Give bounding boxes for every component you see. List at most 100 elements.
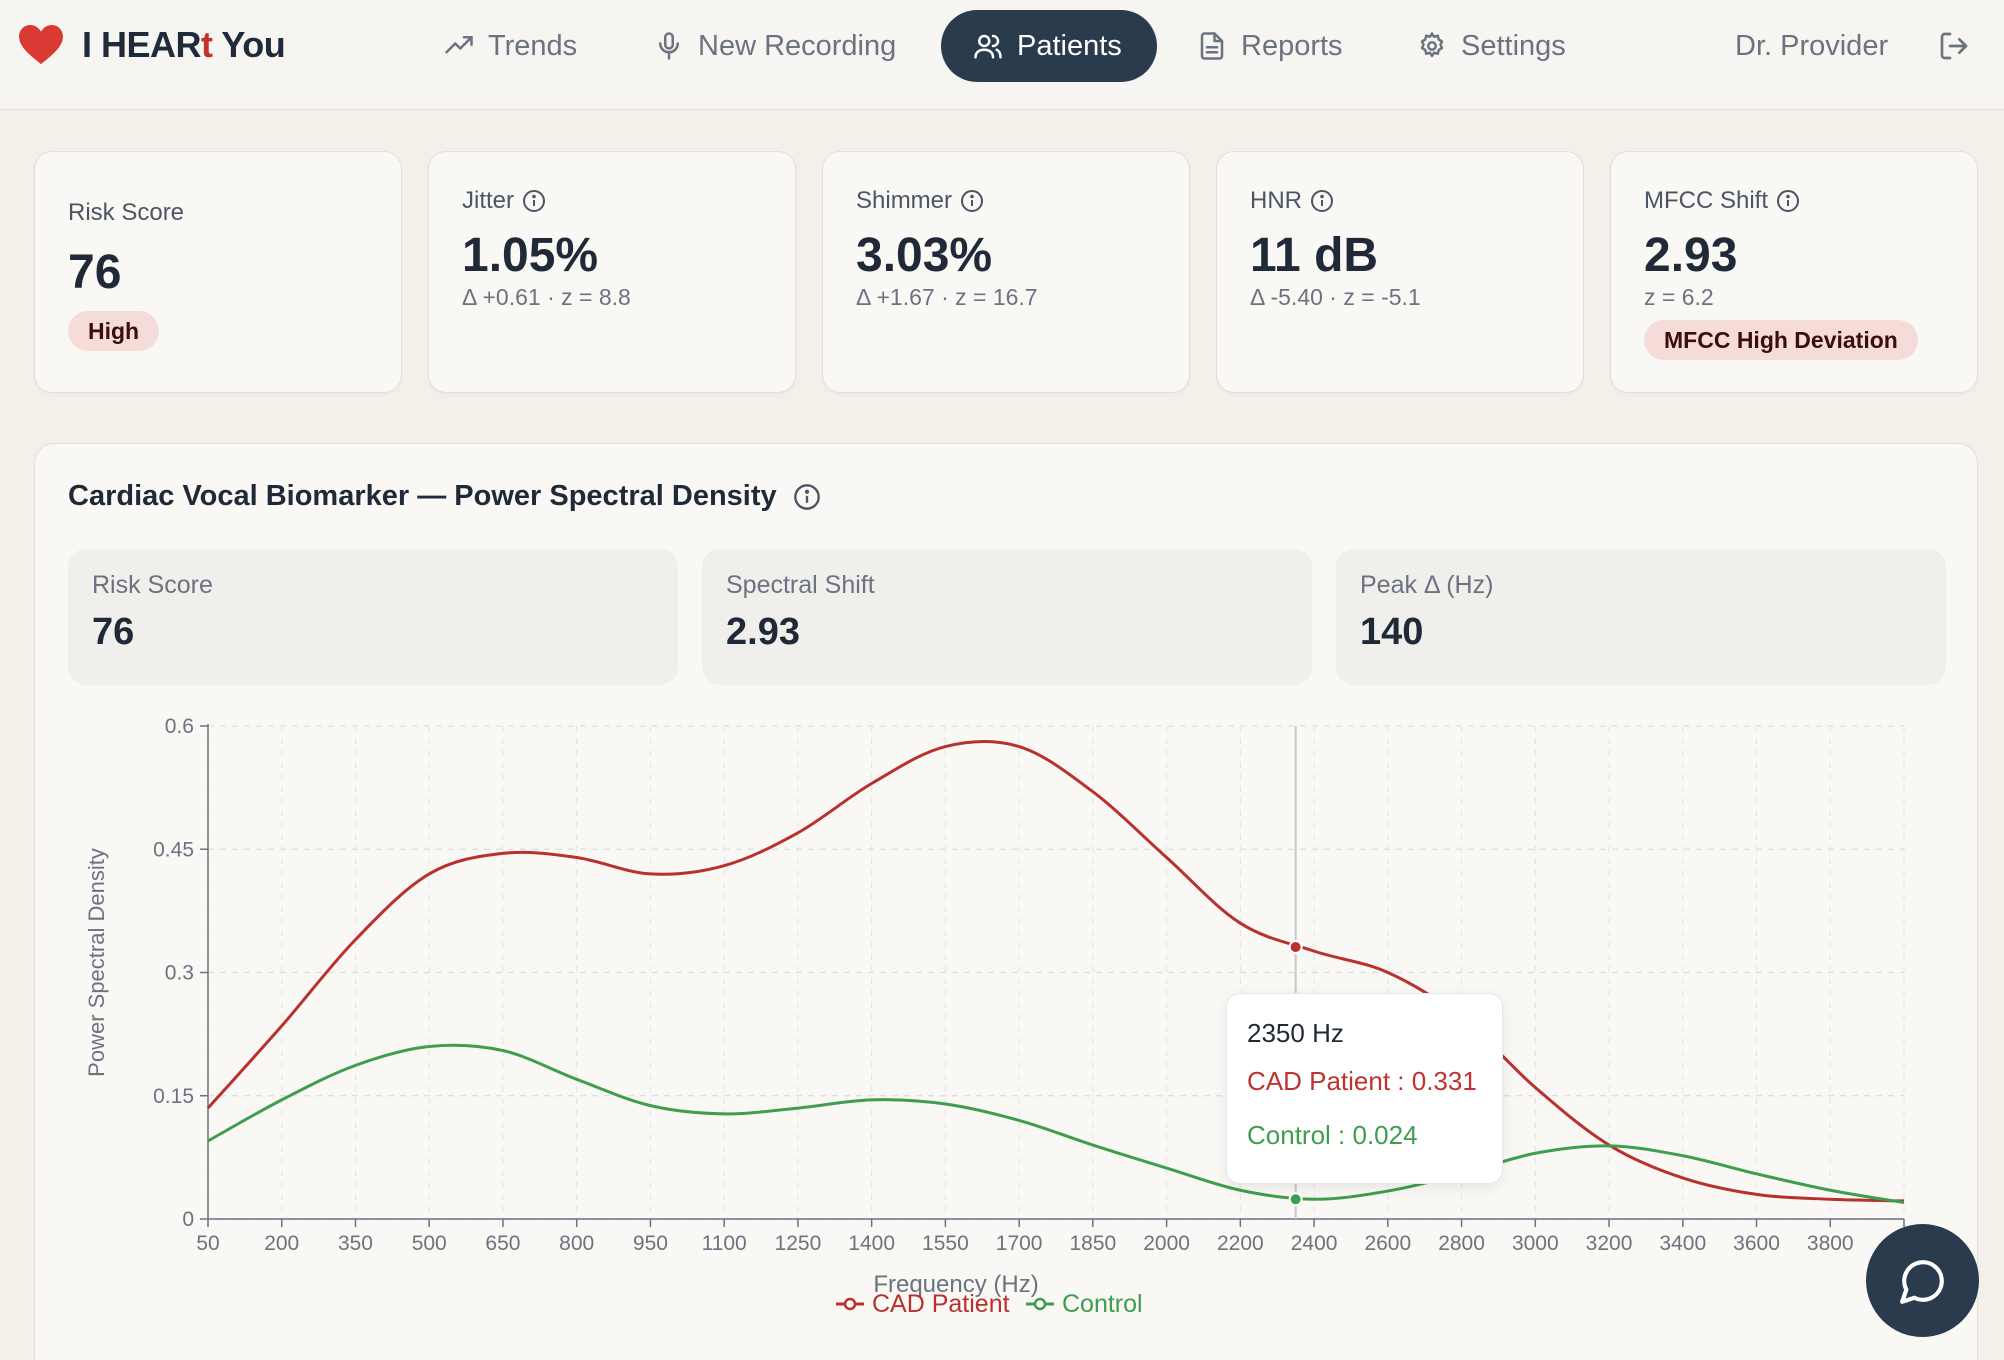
nav-new-recording-label: New Recording: [698, 29, 897, 62]
brand-name: I HEARt You: [82, 24, 286, 65]
x-tick-label: 2800: [1438, 1232, 1485, 1255]
x-tick-label: 3600: [1733, 1232, 1780, 1255]
control-line: [207, 1043, 1905, 1205]
panel-title-text: Cardiac Vocal Biomarker — Power Spectral…: [68, 480, 777, 512]
x-tick-label: 1250: [775, 1232, 822, 1255]
mfcc-z-score: z = 6.2: [1644, 284, 1714, 310]
x-tick-label: 2200: [1217, 1232, 1264, 1255]
legend-swatch-marker: [1033, 1297, 1047, 1311]
x-tick-label: 350: [338, 1232, 373, 1255]
hnr-card: HNR 11 dB Δ -5.40 · z = -5.1: [1216, 151, 1584, 393]
jitter-value: 1.05%: [462, 229, 599, 282]
nav-settings[interactable]: Settings: [1417, 10, 1566, 82]
x-tick-label: 3800: [1807, 1232, 1854, 1255]
stat-value: 2.93: [726, 611, 800, 653]
x-tick-label: 3000: [1512, 1232, 1559, 1255]
stat-label: Spectral Shift: [726, 571, 875, 599]
risk-level-badge: High: [68, 311, 160, 351]
x-tick-label: 3200: [1586, 1232, 1633, 1255]
x-tick-label: 500: [412, 1232, 447, 1255]
nav-trends[interactable]: Trends: [444, 10, 577, 82]
x-tick-label: 2000: [1143, 1232, 1190, 1255]
psd-chart-panel: Cardiac Vocal Biomarker — Power Spectral…: [34, 443, 1978, 1360]
x-tick-label: 2600: [1364, 1232, 1411, 1255]
nav-reports[interactable]: Reports: [1197, 10, 1343, 82]
microphone-icon: [659, 32, 679, 60]
mfcc-label: MFCC Shift: [1644, 187, 1800, 215]
hnr-label-text: HNR: [1250, 187, 1302, 214]
control-hover-point: [1288, 1192, 1303, 1207]
risk-score-label: Risk Score: [68, 199, 185, 226]
tooltip-cad-value: CAD Patient : 0.331: [1247, 1066, 1477, 1096]
hnr-label: HNR: [1250, 187, 1334, 215]
app-logo[interactable]: I HEARt You: [18, 24, 286, 66]
jitter-card: Jitter 1.05% Δ +0.61 · z = 8.8: [428, 151, 796, 393]
chat-button[interactable]: [1866, 1224, 1979, 1337]
x-tick-label: 1550: [922, 1232, 969, 1255]
legend-control: Control: [1062, 1290, 1143, 1318]
y-tick-label: 0.6: [165, 715, 194, 738]
nav-patients-label: Patients: [1017, 29, 1122, 62]
stat-value: 140: [1360, 611, 1424, 653]
y-tick-label: 0.3: [165, 962, 194, 985]
jitter-label: Jitter: [462, 187, 546, 215]
user-name[interactable]: Dr. Provider: [1735, 29, 1889, 62]
stat-peak-delta: Peak Δ (Hz) 140: [1336, 549, 1946, 685]
risk-score-value: 76: [68, 246, 122, 299]
x-tick-label: 2400: [1291, 1232, 1338, 1255]
x-tick-label: 1850: [1070, 1232, 1117, 1255]
cad-hover-point: [1288, 940, 1303, 955]
panel-title: Cardiac Vocal Biomarker — Power Spectral…: [68, 480, 821, 513]
nav-reports-label: Reports: [1241, 29, 1343, 62]
chart-tooltip: 2350 Hz CAD Patient : 0.331 Control : 0.…: [1226, 993, 1503, 1184]
nav-new-recording[interactable]: New Recording: [654, 10, 896, 82]
x-tick-label: 1100: [702, 1232, 747, 1255]
hnr-value: 11 dB: [1250, 229, 1379, 282]
y-axis-label: Power Spectral Density: [84, 848, 109, 1077]
stat-label: Peak Δ (Hz): [1360, 571, 1494, 599]
hnr-delta: Δ -5.40 · z = -5.1: [1250, 284, 1421, 310]
stat-spectral-shift: Spectral Shift 2.93: [702, 549, 1312, 685]
tooltip-control-value: Control : 0.024: [1247, 1120, 1418, 1150]
x-tick-label: 1400: [848, 1232, 895, 1255]
x-tick-label: 650: [485, 1232, 520, 1255]
info-icon[interactable]: [1310, 189, 1334, 213]
x-tick-label: 50: [196, 1232, 219, 1255]
legend-swatch-marker: [843, 1297, 857, 1311]
x-tick-label: 3400: [1659, 1232, 1706, 1255]
stat-label: Risk Score: [92, 571, 213, 599]
nav-trends-label: Trends: [488, 29, 578, 62]
trending-up-icon: [445, 36, 473, 54]
mfcc-label-text: MFCC Shift: [1644, 187, 1769, 214]
stat-value: 76: [92, 611, 135, 653]
document-icon: [1200, 32, 1224, 60]
info-icon[interactable]: [960, 189, 984, 213]
stat-risk-score: Risk Score 76: [68, 549, 678, 685]
nav-patients[interactable]: Patients: [941, 10, 1157, 82]
mfcc-value: 2.93: [1644, 229, 1738, 282]
gear-icon: [1420, 32, 1444, 58]
tooltip-frequency: 2350 Hz: [1247, 1018, 1344, 1048]
shimmer-delta: Δ +1.67 · z = 16.7: [856, 284, 1038, 310]
x-tick-label: 200: [264, 1232, 299, 1255]
y-tick-label: 0.15: [153, 1085, 194, 1108]
jitter-label-text: Jitter: [462, 187, 515, 214]
y-tick-label: 0: [182, 1208, 194, 1231]
legend-cad-patient: CAD Patient: [872, 1290, 1010, 1318]
shimmer-label: Shimmer: [856, 187, 984, 215]
info-icon[interactable]: [1776, 189, 1800, 213]
info-icon[interactable]: [793, 483, 821, 511]
users-icon: [974, 34, 1002, 59]
info-icon[interactable]: [522, 189, 546, 213]
heart-icon: [19, 24, 63, 65]
x-tick-label: 1700: [996, 1232, 1043, 1255]
risk-score-card: Risk Score 76 High: [34, 151, 402, 393]
x-tick-label: 950: [633, 1232, 668, 1255]
shimmer-card: Shimmer 3.03% Δ +1.67 · z = 16.7: [822, 151, 1190, 393]
x-axis-label: Frequency (Hz): [873, 1271, 1038, 1298]
y-tick-label: 0.45: [153, 838, 194, 861]
logout-icon[interactable]: [1938, 30, 1970, 62]
mfcc-deviation-badge: MFCC High Deviation: [1644, 320, 1918, 360]
shimmer-label-text: Shimmer: [856, 187, 953, 214]
